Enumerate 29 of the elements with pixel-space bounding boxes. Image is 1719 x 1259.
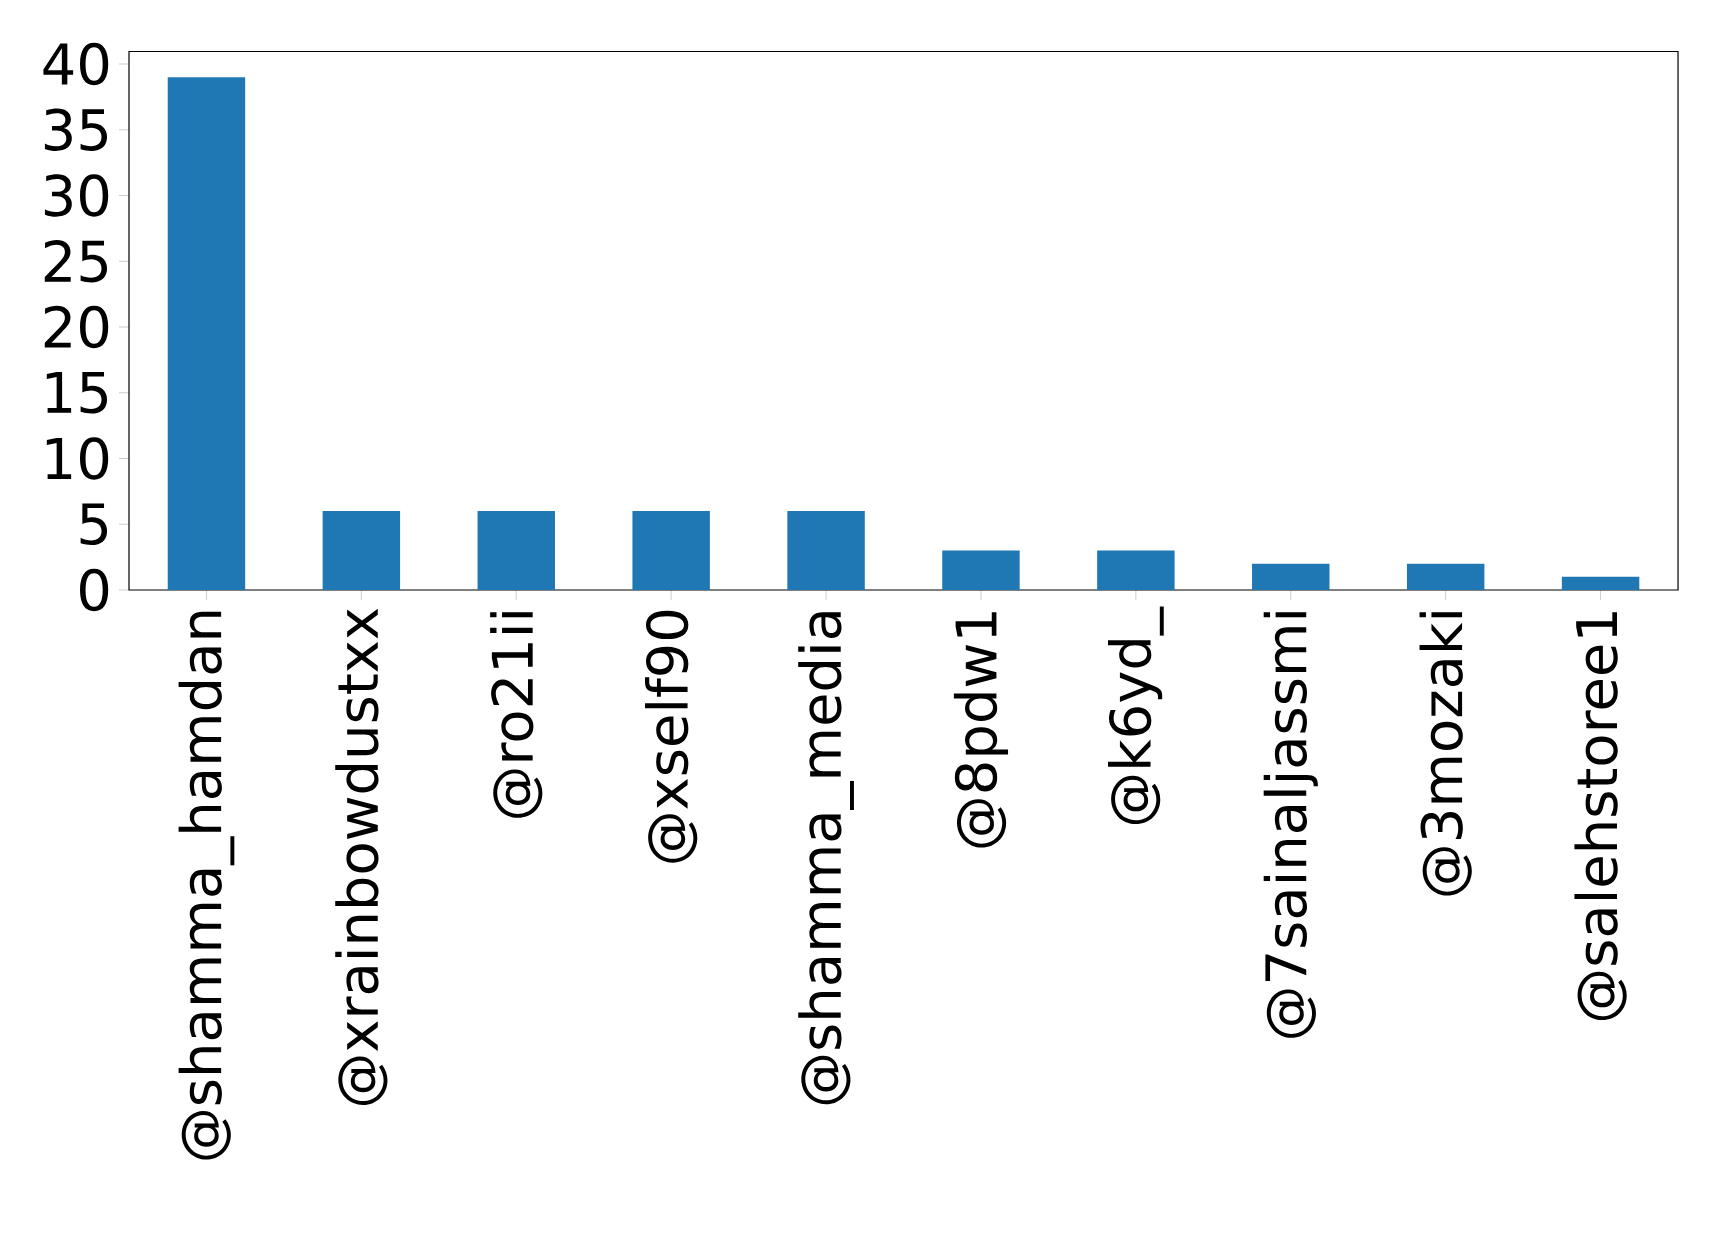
x-tick-label: @ro21ii [490,612,543,818]
x-tick-label: @xself90 [645,610,698,863]
y-tick-label: 10 [46,437,109,480]
y-tick-label: 25 [44,240,108,283]
bar [322,511,401,590]
x-tick-label: @7sainaljassmi [1263,612,1318,1038]
x-tick-label: @k6yd_ [1108,606,1164,825]
bar [942,550,1020,590]
x-tick-label: @xrainbowdustxx [335,608,388,1105]
y-tick-label: 20 [44,305,109,349]
y-tick-label: 40 [43,42,109,86]
bar [477,511,555,590]
y-tick-label: 0 [80,568,109,612]
y-tick-label: 30 [44,174,109,217]
bar [632,511,710,590]
y-tick-label: 35 [44,108,108,151]
bar [1406,563,1485,590]
bar [1252,563,1330,590]
bar [1561,576,1640,590]
x-tick-label: @salehstoree1 [1574,612,1627,1021]
x-tick-label: @shamma_hamdan [178,611,235,1160]
bar [1097,550,1175,590]
y-tick-label: 5 [80,503,108,546]
x-tick-label: @8pdw1 [953,612,1009,848]
y-tick-label: 15 [46,371,108,414]
x-tick-label: @shamma_media [798,612,854,1105]
bar [787,511,865,590]
x-tick-label: @3mozaki [1419,612,1472,896]
bar [167,77,246,590]
